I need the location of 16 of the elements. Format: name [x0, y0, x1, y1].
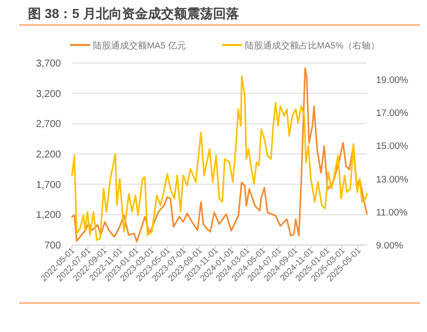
chart-title: 图 38：5 月北向资金成交额震荡回落: [28, 6, 240, 21]
y2-tick-label: 17.00%: [376, 108, 409, 120]
y2-tick-label: 9.00%: [376, 240, 404, 252]
y-tick-label: 2,200: [36, 150, 62, 160]
y-tick-label: 1,200: [36, 210, 62, 222]
legend-label: 陆股通成交额MA5 亿元: [93, 40, 186, 50]
y-tick-label: 1,700: [36, 180, 62, 191]
legend-label: 陆股通成交额占比MA5%（右轴）: [245, 40, 380, 50]
y-tick-label: 2,700: [36, 119, 62, 130]
y-tick-label: 700: [44, 240, 62, 252]
y2-tick-label: 11.00%: [376, 207, 408, 218]
y-tick-label: 3,700: [36, 58, 62, 70]
y2-tick-label: 15.00%: [376, 141, 409, 152]
y2-tick-label: 19.00%: [376, 75, 409, 86]
y-tick-label: 3,200: [36, 88, 62, 100]
y2-tick-label: 13.00%: [376, 174, 409, 186]
